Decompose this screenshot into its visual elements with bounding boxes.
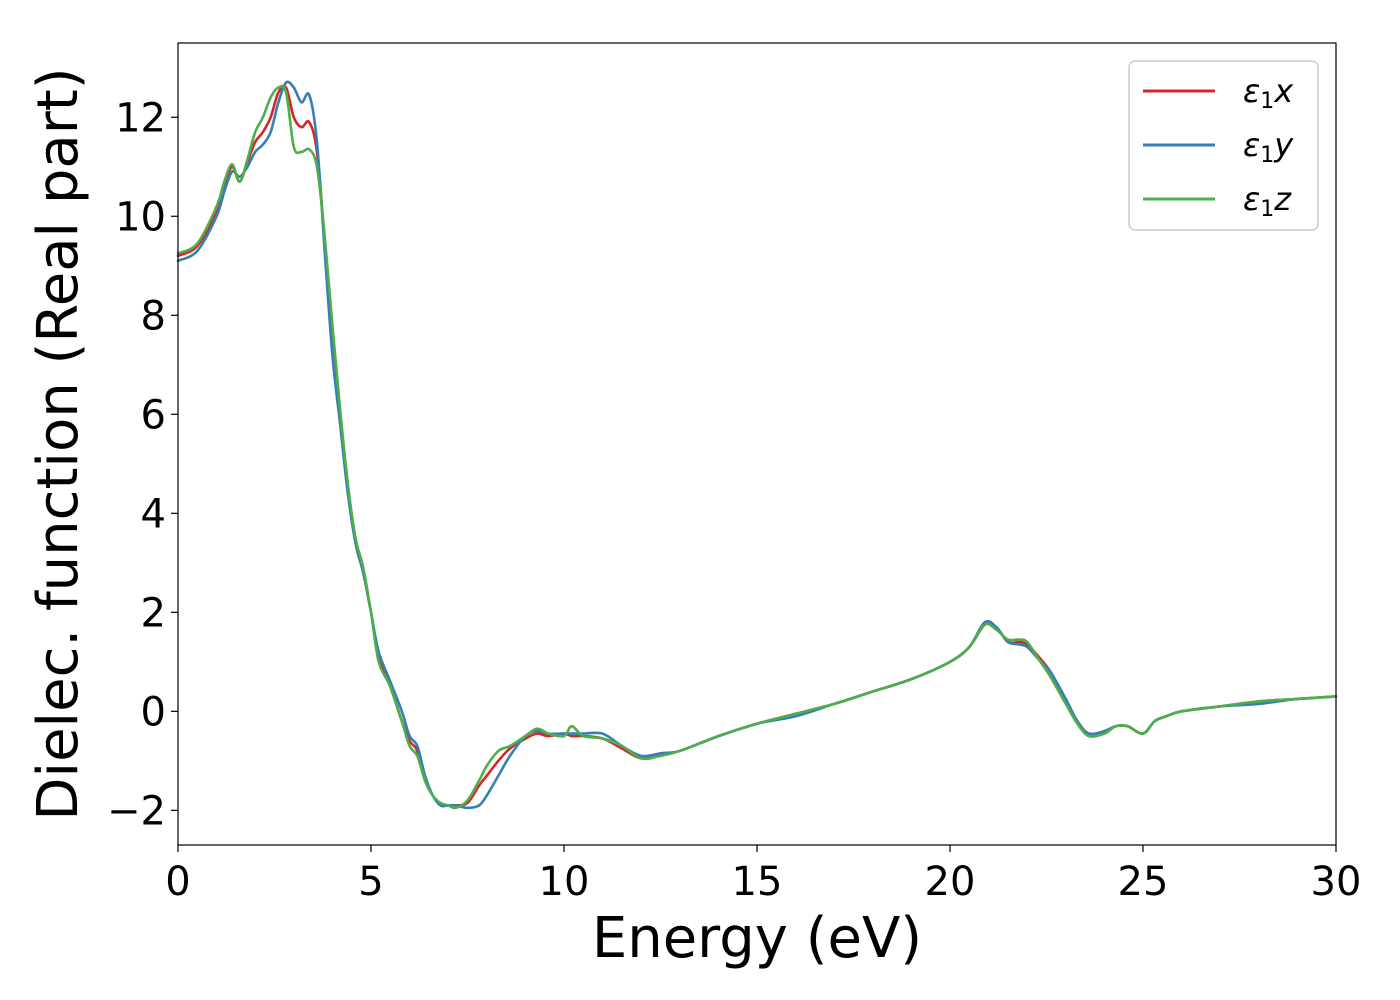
- x-tick-label: 10: [539, 859, 590, 905]
- x-tick-label: 25: [1118, 859, 1169, 905]
- x-tick-label: 15: [732, 859, 783, 905]
- y-tick-label: 6: [141, 392, 166, 438]
- x-tick-label: 5: [358, 859, 383, 905]
- legend-label-z: ε1z: [1243, 180, 1292, 222]
- y-tick-label: 2: [141, 590, 166, 636]
- x-axis-label: Energy (eV): [592, 906, 922, 971]
- y-tick-label: 10: [115, 194, 166, 240]
- legend-box: [1128, 60, 1319, 231]
- legend-label-y: ε1y: [1243, 126, 1294, 168]
- y-tick-label: 4: [141, 491, 166, 537]
- y-axis-ticks: −2 0 2 4 6 8 10 12: [107, 95, 178, 834]
- y-tick-label: 8: [141, 293, 166, 339]
- x-tick-label: 0: [165, 859, 190, 905]
- plot-lines: [176, 80, 1338, 810]
- legend: ε1x ε1y ε1z: [1128, 60, 1319, 231]
- y-tick-label: 12: [115, 95, 166, 141]
- series-line-z: [176, 84, 1338, 810]
- y-tick-label: −2: [107, 788, 166, 834]
- x-axis-ticks: 0 5 10 15 20 25 30: [165, 845, 1361, 905]
- y-tick-label: 0: [141, 689, 166, 735]
- x-tick-label: 20: [925, 859, 976, 905]
- legend-label-x: ε1x: [1243, 72, 1294, 114]
- x-tick-label: 30: [1311, 859, 1362, 905]
- y-axis-label: Dielec. function (Real part): [26, 67, 91, 820]
